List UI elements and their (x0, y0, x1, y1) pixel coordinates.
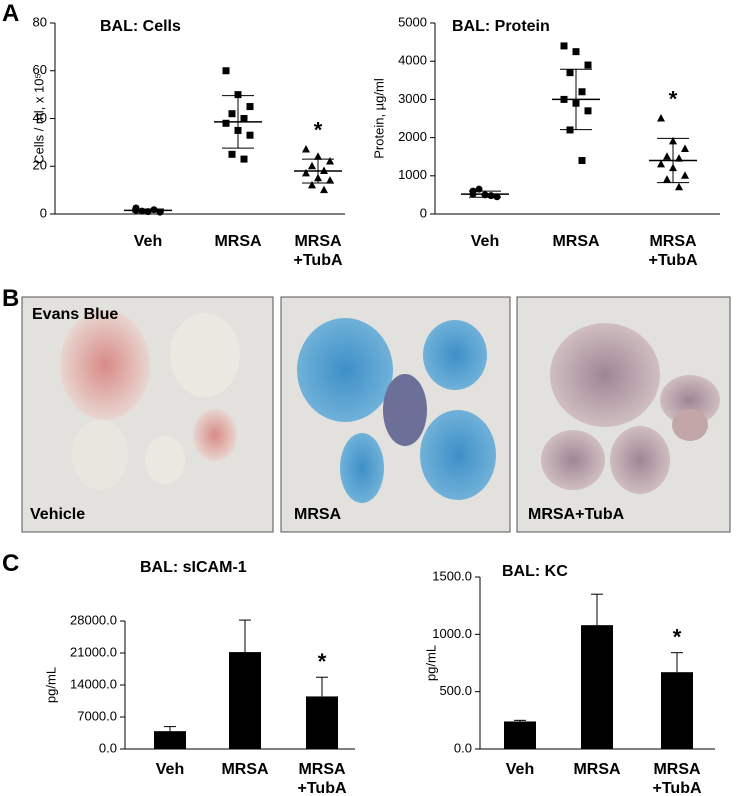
bar (581, 625, 613, 749)
point (681, 144, 689, 153)
point (222, 67, 230, 75)
y-tick-label: 28000.0 (70, 612, 117, 627)
point (326, 176, 334, 184)
bar (504, 721, 536, 749)
point (308, 161, 316, 170)
point (663, 175, 671, 183)
photo-label: Vehicle (30, 506, 86, 523)
x-tick-label: Veh (505, 761, 535, 778)
point (657, 159, 665, 168)
x-tick-label: MRSA (552, 233, 600, 250)
y-tick-label: 3000 (398, 91, 427, 106)
point (572, 48, 580, 56)
y-tick-label: 80 (33, 14, 47, 29)
point (246, 131, 254, 139)
annotation: * (314, 117, 323, 142)
chart-title: BAL: Cells (100, 18, 181, 35)
annotation: * (673, 624, 682, 649)
point (487, 192, 495, 200)
y-tick-label: 1000 (398, 167, 427, 182)
chart-title: BAL: sICAM-1 (140, 559, 247, 576)
point (240, 115, 248, 122)
point (308, 180, 316, 189)
y-tick-label: 20 (33, 158, 47, 173)
bar (229, 652, 261, 749)
x-tick-label: MRSA +TubA (297, 761, 347, 796)
bar (661, 672, 693, 749)
y-tick-label: 21000.0 (70, 644, 117, 659)
x-tick-label: Veh (133, 233, 163, 250)
point (240, 155, 248, 163)
panel-letter: C (2, 550, 20, 577)
y-tick-label: 60 (33, 62, 47, 77)
x-tick-label: MRSA +TubA (652, 761, 702, 796)
point (475, 185, 483, 193)
y-tick-label: 0 (420, 205, 427, 220)
y-tick-label: 0 (40, 205, 47, 220)
point (326, 156, 334, 165)
y-tick-label: 500.0 (439, 683, 472, 698)
y-axis-label: pg/mL (43, 667, 58, 703)
point (681, 171, 689, 179)
panel-letter: B (2, 285, 20, 312)
x-tick-label: MRSA (214, 233, 262, 250)
y-tick-label: 14000.0 (70, 676, 117, 691)
point (675, 182, 683, 191)
x-tick-label: MRSA +TubA (293, 233, 343, 269)
point (584, 61, 592, 69)
point (657, 114, 665, 122)
point (246, 103, 254, 111)
photo-label: MRSA+TubA (528, 506, 625, 523)
photo-vehicle (21, 296, 274, 533)
bar (154, 731, 186, 749)
y-tick-label: 0.0 (99, 740, 117, 755)
x-tick-label: MRSA (573, 761, 621, 778)
x-tick-label: Veh (155, 761, 185, 778)
photo-label: MRSA (294, 506, 342, 523)
point (228, 150, 236, 158)
y-tick-label: 5000 (398, 14, 427, 29)
photo-mrsa (280, 296, 511, 533)
point (314, 152, 322, 160)
photo-mrsa-tuba (516, 296, 731, 533)
chart-title: BAL: Protein (452, 18, 550, 35)
y-tick-label: 4000 (398, 53, 427, 68)
y-tick-label: 1500.0 (432, 568, 472, 583)
point (663, 152, 671, 160)
y-axis-label: Cells / ml, x 10⁵ (31, 73, 46, 164)
annotation: * (669, 86, 678, 111)
point (302, 168, 310, 177)
point (578, 88, 586, 96)
chart-title: BAL: KC (502, 563, 568, 580)
point (222, 119, 230, 127)
panel-letter: A (2, 0, 20, 27)
point (584, 107, 592, 115)
x-tick-label: Veh (470, 233, 500, 250)
point (675, 154, 683, 162)
point (234, 91, 242, 99)
x-tick-label: MRSA (221, 761, 269, 778)
point (228, 110, 236, 118)
y-tick-label: 1000.0 (432, 626, 472, 641)
y-tick-label: 2000 (398, 129, 427, 144)
y-tick-label: 0.0 (454, 740, 472, 755)
point (302, 145, 310, 153)
y-axis-label: pg/mL (423, 645, 438, 681)
photo-title: Evans Blue (32, 306, 119, 323)
y-axis-label: Protein, µg/ml (371, 78, 386, 159)
annotation: * (318, 649, 327, 674)
bar (306, 696, 338, 749)
point (320, 185, 328, 194)
y-tick-label: 7000.0 (77, 708, 117, 723)
y-tick-label: 40 (33, 110, 47, 125)
point (560, 42, 568, 50)
point (578, 157, 586, 165)
x-tick-label: MRSA +TubA (648, 233, 698, 269)
point (566, 69, 574, 77)
